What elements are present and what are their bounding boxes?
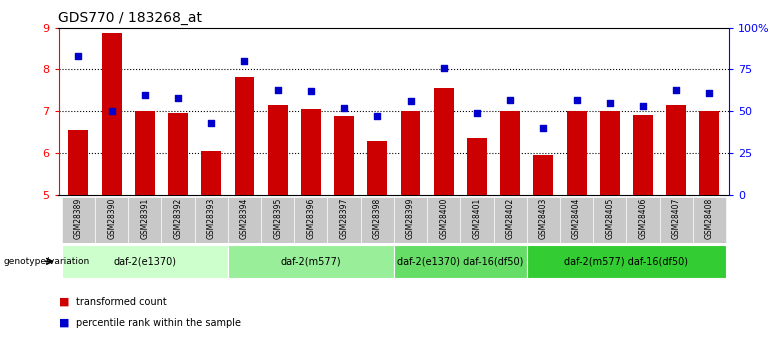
Point [73,53,85,59]
Point [537,125,550,131]
Bar [228,245,394,278]
Bar [62,197,95,243]
Point [205,120,218,126]
Bar [494,197,526,243]
Bar [62,245,228,278]
Point [670,87,682,92]
Point [703,90,715,96]
Point [338,105,350,111]
Point [271,87,284,92]
Bar [394,245,526,278]
Point [504,97,516,102]
Bar [526,245,726,278]
Bar [101,33,122,195]
Bar [633,116,653,195]
Text: GSM28399: GSM28399 [406,198,415,239]
Bar [128,197,161,243]
Bar [367,140,387,195]
Bar [660,197,693,243]
Text: ■: ■ [58,297,69,307]
Text: ■: ■ [58,318,69,327]
Text: GSM28392: GSM28392 [173,198,183,239]
Point [238,58,250,64]
Bar [626,197,660,243]
Bar [69,130,88,195]
Text: GSM28391: GSM28391 [140,198,149,239]
Text: GSM28407: GSM28407 [672,198,681,239]
Text: GSM28400: GSM28400 [439,198,448,239]
Bar [394,197,427,243]
Text: GSM28401: GSM28401 [473,198,481,239]
Text: GSM28389: GSM28389 [74,198,83,239]
Text: transformed count: transformed count [76,297,166,307]
Point [636,104,649,109]
Text: GSM28402: GSM28402 [505,198,515,239]
Bar [467,138,487,195]
Bar [693,197,726,243]
Text: GSM28395: GSM28395 [273,198,282,239]
Bar [560,197,593,243]
Bar [261,197,294,243]
Text: daf-2(e1370) daf-16(df50): daf-2(e1370) daf-16(df50) [397,256,523,266]
Bar [460,197,494,243]
Bar [301,109,321,195]
Bar [401,111,420,195]
Point [604,100,616,106]
Text: GSM28406: GSM28406 [639,198,647,239]
Point [139,92,151,97]
Bar [360,197,394,243]
Text: GSM28404: GSM28404 [572,198,581,239]
Bar [328,197,360,243]
Text: GSM28393: GSM28393 [207,198,216,239]
Text: GSM28398: GSM28398 [373,198,381,239]
Text: percentile rank within the sample: percentile rank within the sample [76,318,241,327]
Text: daf-2(m577) daf-16(df50): daf-2(m577) daf-16(df50) [565,256,689,266]
Bar [228,197,261,243]
Text: GSM28394: GSM28394 [240,198,249,239]
Bar [666,105,686,195]
Bar [534,155,553,195]
Bar [526,197,560,243]
Bar [566,111,587,195]
Point [305,88,317,94]
Bar [434,88,454,195]
Point [470,110,483,116]
Point [570,97,583,102]
Bar [95,197,128,243]
Text: daf-2(e1370): daf-2(e1370) [113,256,176,266]
Bar [235,77,254,195]
Point [172,95,184,101]
Point [371,114,384,119]
Bar [268,105,288,195]
Point [404,98,417,104]
Bar [593,197,626,243]
Text: GSM28405: GSM28405 [605,198,615,239]
Bar [427,197,460,243]
Bar [168,114,188,195]
Bar [600,111,620,195]
Text: genotype/variation: genotype/variation [4,257,90,266]
Bar [135,111,154,195]
Text: GSM28408: GSM28408 [705,198,714,239]
Text: daf-2(m577): daf-2(m577) [281,256,341,266]
Text: GSM28403: GSM28403 [539,198,548,239]
Bar [195,197,228,243]
Bar [334,116,354,195]
Bar [500,111,520,195]
Bar [700,111,719,195]
Point [105,108,118,114]
Point [438,65,450,70]
Bar [161,197,195,243]
Bar [294,197,328,243]
Text: GSM28396: GSM28396 [307,198,315,239]
Text: GSM28397: GSM28397 [339,198,349,239]
Text: GSM28390: GSM28390 [107,198,116,239]
Bar [201,151,222,195]
Text: GDS770 / 183268_at: GDS770 / 183268_at [58,11,203,25]
